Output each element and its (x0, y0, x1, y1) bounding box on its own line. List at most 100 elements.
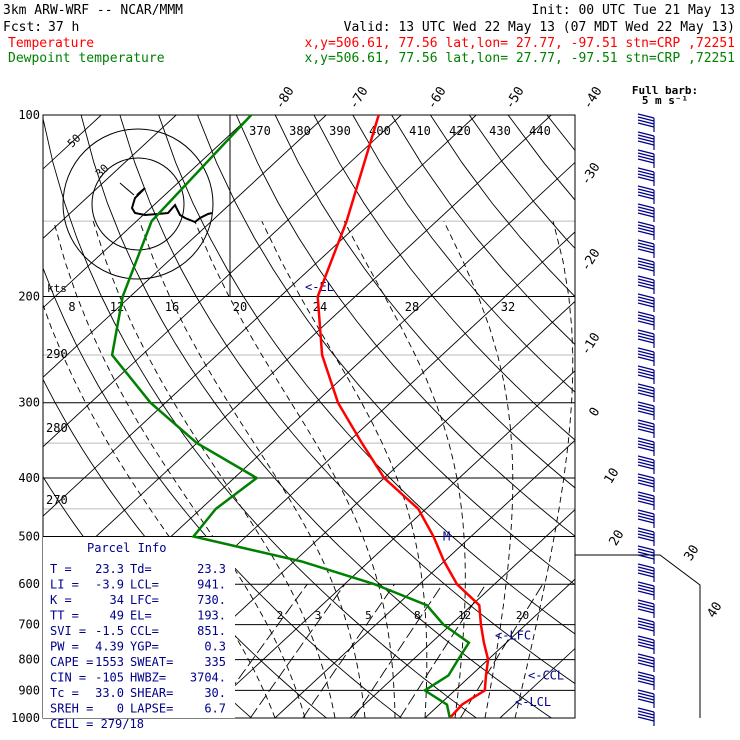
wind-barb-flag-11-3 (637, 320, 655, 326)
wind-barb-flag-31-0 (637, 671, 655, 677)
parcel-key-5: PW = (50, 640, 79, 654)
temperature-location: x,y=506.61, 77.56 lat,lon= 27.77, -97.51… (305, 36, 735, 51)
parcel-value2-3: 193. (197, 609, 226, 623)
isotherm-label--20: -20 (578, 246, 603, 274)
mixing-ratio-line-5 (302, 583, 395, 718)
parcel-value-0: 23.3 (95, 562, 124, 576)
isotherm--80 (43, 115, 327, 378)
parcel-key-8: Tc = (50, 686, 79, 700)
wind-barb-flag-20-3 (637, 482, 655, 488)
pressure-label-600: 600 (18, 577, 40, 591)
wind-barb-flag-28-0 (637, 617, 655, 623)
wind-barb-flag-16-2 (637, 407, 655, 413)
theta-label-420: 420 (449, 124, 471, 138)
dry-adiabat-350 (235, 115, 575, 537)
wind-barb-flag-24-1 (637, 548, 655, 554)
parcel-value-4: -1.5 (95, 624, 124, 638)
wind-barb-flag-1-1 (637, 134, 655, 140)
wind-barb-flag-22-2 (637, 515, 655, 521)
parcel-value2-8: 30. (204, 686, 226, 700)
wind-barb-flag-15-1 (637, 386, 655, 392)
wind-barb-flag-9-3 (637, 284, 655, 290)
wind-barb-flag-14-2 (637, 371, 655, 377)
level-marker-2: <-CCL (528, 669, 564, 683)
pressure-label-800: 800 (18, 653, 40, 667)
parcel-value-3: 49 (110, 609, 124, 623)
wind-barb-flag-15-0 (637, 383, 655, 389)
wind-barb-flag-10-0 (637, 293, 655, 299)
parcel-value-6: 1553 (95, 655, 124, 669)
wind-barb-flag-20-0 (637, 473, 655, 479)
theta-label-430: 430 (489, 124, 511, 138)
moist-adiabat-32 (514, 221, 574, 718)
isotherm-label--40: -40 (580, 84, 605, 112)
wind-barb-flag-1-0 (637, 131, 655, 137)
pressure-label-200: 200 (18, 290, 40, 304)
wind-barb-flag-17-0 (637, 419, 655, 425)
isotherm-label-20: 20 (607, 528, 628, 549)
dry-adiabat-440 (586, 115, 740, 718)
hodograph-unit: kts (47, 282, 67, 295)
wind-barb-flag-25-3 (637, 572, 655, 578)
wind-barb-flag-6-3 (637, 230, 655, 236)
parcel-value2-1: 941. (197, 578, 226, 592)
parcel-value2-4: 851. (197, 624, 226, 638)
dry-adiabat-310 (80, 115, 552, 718)
wind-barb-flag-30-3 (637, 662, 655, 668)
wind-barb-flag-31-3 (637, 680, 655, 686)
wind-barb-flag-17-1 (637, 422, 655, 428)
wind-barb-flag-18-0 (637, 437, 655, 443)
theta-label-440: 440 (529, 124, 551, 138)
wind-barb-flag-23-1 (637, 530, 655, 536)
init-time: Init: 00 UTC Tue 21 May 13 (532, 3, 736, 18)
wind-barb-flag-25-1 (637, 566, 655, 572)
wind-barb-flag-22-0 (637, 509, 655, 515)
hodograph-ring-outer (62, 128, 214, 280)
wind-barb-flag-19-1 (637, 458, 655, 464)
parcel-key-7: CIN = (50, 671, 86, 685)
wind-barb-flag-24-0 (637, 545, 655, 551)
wind-barb-flag-5-2 (637, 209, 655, 215)
parcel-key2-2: LFC= (130, 593, 159, 607)
parcel-value2-6: 335 (204, 655, 226, 669)
wind-barb-flag-10-1 (637, 296, 655, 302)
dewpoint-location: x,y=506.61, 77.56 lat,lon= 27.77, -97.51… (305, 51, 735, 66)
isotherm-50 (650, 115, 740, 718)
wind-panel-border (574, 480, 701, 718)
wind-barb-flag-21-3 (637, 500, 655, 506)
parcel-key2-8: SHEAR= (130, 686, 173, 700)
wind-barb-flag-2-0 (637, 149, 655, 155)
wind-barb-flag-26-2 (637, 587, 655, 593)
moist-adiabat-12 (139, 221, 366, 718)
wind-barb-flag-33-1 (637, 710, 655, 716)
isotherm--100 (43, 115, 177, 239)
isotherm-label--30: -30 (578, 160, 603, 188)
wind-barb-flag-27-3 (637, 608, 655, 614)
dry-adiabat-330 (158, 115, 575, 635)
wind-barb-flag-21-1 (637, 494, 655, 500)
wind-barb-flag-23-0 (637, 527, 655, 533)
isotherm-20 (424, 578, 575, 718)
parcel-value-7: -105 (95, 671, 124, 685)
wind-barb-flag-10-2 (637, 299, 655, 305)
wind-barb-flag-13-0 (637, 347, 655, 353)
dry-adiabat-380 (352, 115, 575, 393)
wind-barb-flag-14-3 (637, 374, 655, 380)
parcel-key-6: CAPE = (50, 655, 93, 669)
wind-barb-flag-0-0 (637, 113, 655, 119)
wind-barb-flag-28-3 (637, 626, 655, 632)
wind-barb-flag-26-0 (637, 581, 655, 587)
wind-barb-flag-15-3 (637, 392, 655, 398)
wind-barb-flag-11-1 (637, 314, 655, 320)
temperature-profile (316, 114, 490, 719)
moist-adiabat-0 (43, 303, 276, 718)
wind-barb-flag-16-1 (637, 404, 655, 410)
forecast-hour: 37 h (48, 20, 79, 35)
wind-barb-flag-8-0 (637, 257, 655, 263)
parcel-cell: CELL = 279/18 (50, 717, 144, 731)
pressure-label-900: 900 (18, 683, 40, 697)
parcel-key2-3: EL= (130, 609, 152, 623)
pressure-label-400: 400 (18, 471, 40, 485)
isotherm-10 (349, 509, 575, 718)
wind-barb-flag-25-0 (637, 563, 655, 569)
